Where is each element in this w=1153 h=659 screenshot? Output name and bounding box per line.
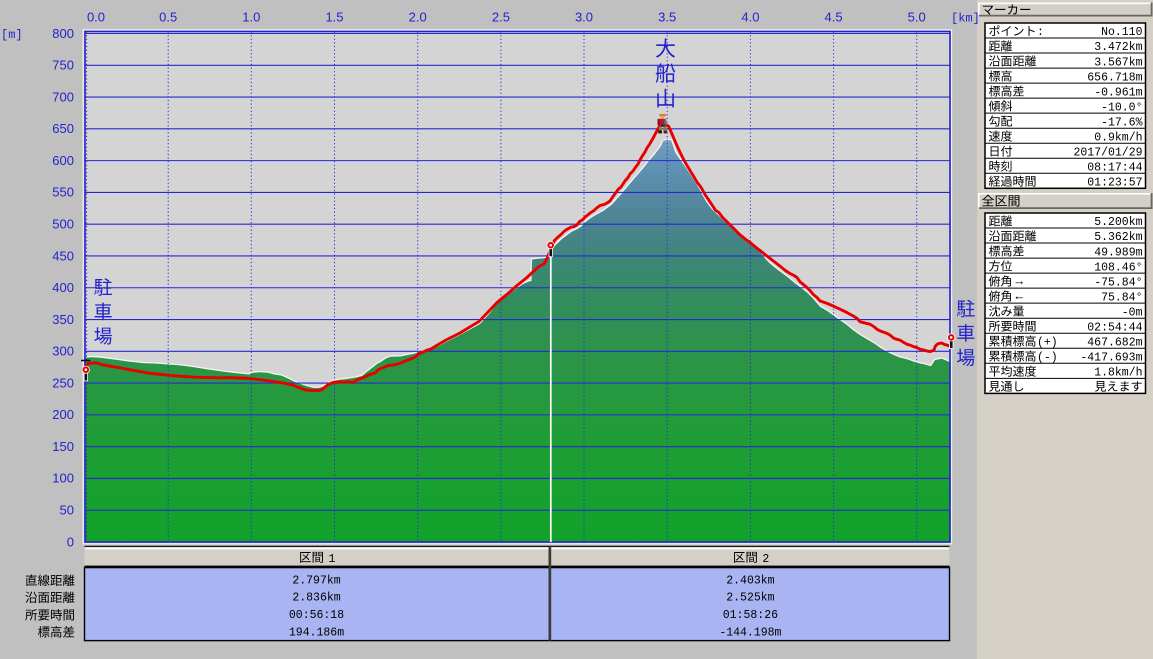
svg-text:2.0: 2.0	[409, 10, 427, 25]
svg-text:-144.198m: -144.198m	[719, 627, 781, 640]
svg-text:0.9km/h: 0.9km/h	[1094, 131, 1142, 144]
svg-text:5.0: 5.0	[908, 10, 926, 25]
svg-text:1.0: 1.0	[242, 10, 260, 25]
svg-text:-10.0°: -10.0°	[1101, 101, 1142, 114]
svg-text:00:56:18: 00:56:18	[289, 609, 344, 622]
svg-text:0.0: 0.0	[87, 10, 105, 25]
svg-text:150: 150	[52, 439, 74, 454]
svg-text:01:23:57: 01:23:57	[1087, 177, 1142, 190]
svg-text:400: 400	[52, 280, 74, 295]
svg-text:1: 1	[329, 553, 336, 566]
svg-text:500: 500	[52, 217, 74, 232]
svg-text:2.797km: 2.797km	[292, 575, 340, 588]
svg-text:3.0: 3.0	[575, 10, 593, 25]
svg-text:←: ←	[1013, 289, 1026, 303]
svg-text:0.5: 0.5	[159, 10, 177, 25]
svg-text:1.5: 1.5	[325, 10, 343, 25]
svg-text:700: 700	[52, 89, 74, 104]
svg-text:No.110: No.110	[1101, 26, 1143, 39]
svg-text:08:17:44: 08:17:44	[1087, 162, 1142, 175]
svg-text:-75.84°: -75.84°	[1094, 276, 1142, 289]
svg-text:194.186m: 194.186m	[289, 627, 344, 640]
svg-text:656.718m: 656.718m	[1087, 71, 1142, 84]
svg-text:450: 450	[52, 248, 74, 263]
svg-text:0: 0	[67, 534, 74, 549]
svg-text:200: 200	[52, 407, 74, 422]
svg-text:250: 250	[52, 375, 74, 390]
svg-text:2017/01/29: 2017/01/29	[1073, 146, 1142, 159]
svg-text:4.0: 4.0	[741, 10, 759, 25]
svg-text:2.836km: 2.836km	[292, 592, 340, 605]
svg-text:650: 650	[52, 121, 74, 136]
svg-text:5.200km: 5.200km	[1094, 216, 1142, 229]
svg-text:50: 50	[60, 503, 74, 518]
svg-text:3.472km: 3.472km	[1094, 41, 1142, 54]
svg-text:-0m: -0m	[1122, 306, 1143, 319]
svg-text:2: 2	[762, 553, 769, 566]
svg-text:2.403km: 2.403km	[726, 575, 774, 588]
svg-text:4.5: 4.5	[825, 10, 843, 25]
svg-text:-0.961m: -0.961m	[1094, 86, 1142, 99]
svg-text:→: →	[1013, 274, 1026, 288]
svg-text:-17.6%: -17.6%	[1101, 116, 1143, 129]
svg-text:(-): (-)	[1037, 352, 1058, 365]
svg-text:[km]: [km]	[951, 12, 980, 26]
svg-text:75.84°: 75.84°	[1101, 291, 1142, 304]
svg-text:600: 600	[52, 153, 74, 168]
svg-text:49.989m: 49.989m	[1094, 246, 1142, 259]
svg-text:550: 550	[52, 185, 74, 200]
svg-text:-417.693m: -417.693m	[1080, 352, 1142, 365]
svg-text:5.362km: 5.362km	[1094, 231, 1142, 244]
svg-text:100: 100	[52, 471, 74, 486]
svg-text:(+): (+)	[1037, 336, 1058, 349]
svg-text:467.682m: 467.682m	[1087, 336, 1142, 349]
svg-text:800: 800	[52, 26, 74, 41]
svg-text:01:58:26: 01:58:26	[723, 609, 778, 622]
svg-text:2.525km: 2.525km	[726, 592, 774, 605]
svg-text:02:54:44: 02:54:44	[1087, 321, 1142, 334]
svg-text:2.5: 2.5	[492, 10, 510, 25]
svg-text:3.567km: 3.567km	[1094, 56, 1142, 69]
svg-text::: :	[1037, 26, 1044, 39]
svg-text:108.46°: 108.46°	[1094, 261, 1142, 274]
svg-text:750: 750	[52, 58, 74, 73]
svg-text:1.8km/h: 1.8km/h	[1094, 367, 1142, 380]
svg-text:350: 350	[52, 312, 74, 327]
svg-text:[m]: [m]	[1, 28, 23, 42]
svg-text:300: 300	[52, 344, 74, 359]
svg-text:3.5: 3.5	[658, 10, 676, 25]
